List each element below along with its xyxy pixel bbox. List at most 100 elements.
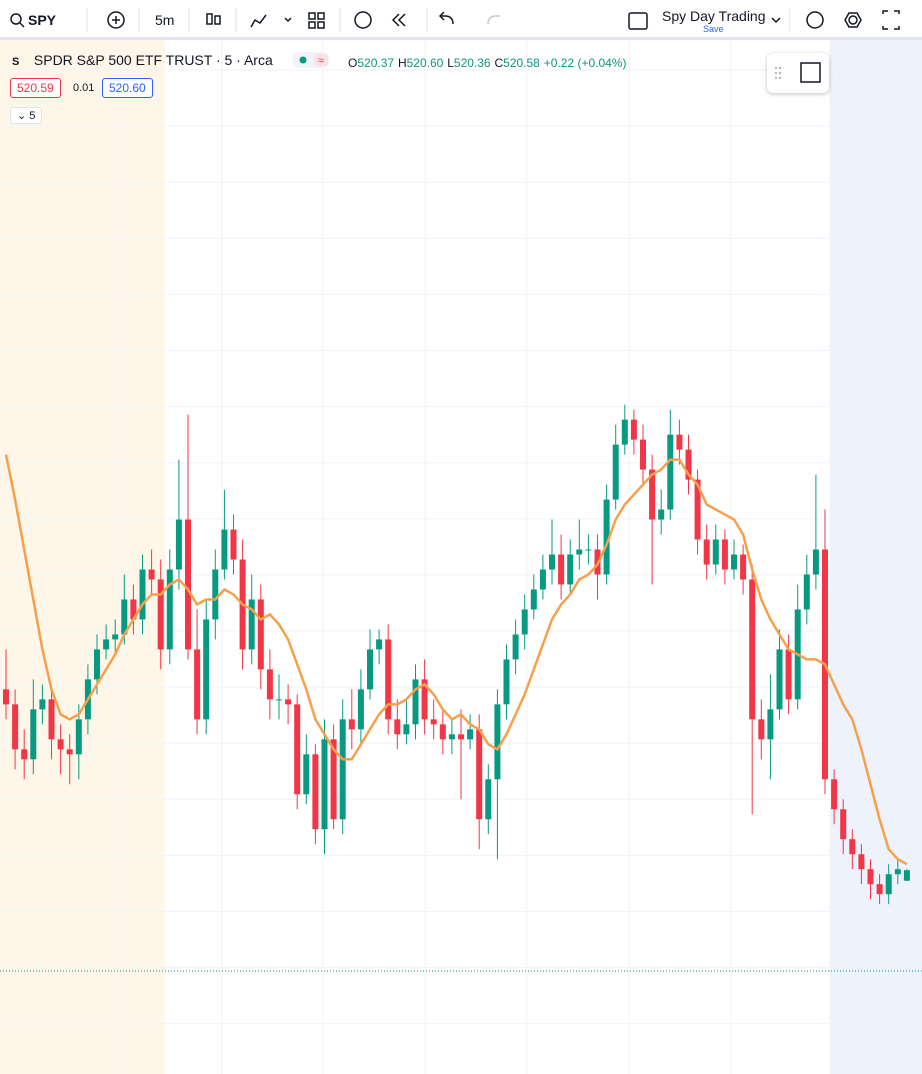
candle-body xyxy=(630,419,637,440)
candle-body xyxy=(867,869,874,885)
candle-body xyxy=(640,439,646,470)
candle-body xyxy=(840,809,847,840)
candle-body xyxy=(494,704,501,780)
high-value: 520.60 xyxy=(406,56,444,70)
candle-body xyxy=(530,589,537,610)
candle-body xyxy=(758,719,765,740)
candle-body xyxy=(57,739,64,750)
indicator-toggle[interactable]: ⌄ 5 xyxy=(10,107,43,124)
candle-body xyxy=(148,569,155,580)
close-label: C xyxy=(494,56,504,70)
candle-body xyxy=(194,649,201,720)
candle-body xyxy=(312,754,319,830)
candle-body xyxy=(458,734,464,740)
candle-body xyxy=(439,724,446,740)
candle-body xyxy=(321,739,328,830)
candle-body xyxy=(712,539,719,565)
candle-body xyxy=(276,699,282,701)
candle-body xyxy=(157,579,164,650)
candle-body xyxy=(612,444,619,500)
layout-name[interactable]: Spy Day Trading xyxy=(662,8,766,24)
candle-body xyxy=(512,634,519,660)
candle-body xyxy=(139,569,146,620)
pre-market-shade xyxy=(0,40,165,1074)
candle-body xyxy=(212,569,219,620)
candle-body xyxy=(785,649,792,700)
ohlc-row: O520.37 H520.60 L520.36 C520.58 +0.22 (+… xyxy=(348,54,626,70)
candle-body xyxy=(549,554,555,570)
candle-body xyxy=(430,719,437,725)
candle-body xyxy=(812,549,819,575)
drawing-widget[interactable] xyxy=(767,53,829,93)
candle-body xyxy=(876,884,883,895)
candle-body xyxy=(339,719,346,820)
candle-body xyxy=(166,569,173,650)
bid-price[interactable]: 520.59 xyxy=(10,78,61,98)
candle-body xyxy=(75,719,82,755)
candle-body xyxy=(103,639,110,650)
candle-body xyxy=(175,519,182,570)
drawing-widget-icon xyxy=(774,62,821,83)
ask-price[interactable]: 520.60 xyxy=(102,78,153,98)
legend-title-row: S SPDR S&P 500 ETF TRUST · 5 · Arca xyxy=(12,52,273,68)
candle-body xyxy=(348,719,355,730)
candle-body xyxy=(858,854,865,870)
candle-body xyxy=(94,649,100,680)
candle-body xyxy=(403,724,410,735)
after-hours-shade xyxy=(830,40,922,1074)
candle-body xyxy=(503,659,510,705)
candle-body xyxy=(894,869,901,875)
candle-body xyxy=(30,709,37,760)
candle-body xyxy=(521,609,528,635)
candle-body xyxy=(385,639,392,720)
spread: 0.01 xyxy=(73,82,95,94)
candle-body xyxy=(621,419,628,445)
candle-body xyxy=(740,554,747,580)
toolbar: SPY 5m Spy Day Trading Save xyxy=(0,0,922,40)
candle-body xyxy=(694,479,701,540)
candle-body xyxy=(476,729,483,820)
candle-body xyxy=(603,499,610,575)
candle-body xyxy=(576,549,583,555)
candle-body xyxy=(203,619,210,720)
candle-body xyxy=(667,434,674,510)
candle-body xyxy=(248,599,255,650)
candle-body xyxy=(903,870,910,881)
candle-body xyxy=(831,779,838,810)
candle-body xyxy=(567,554,574,585)
save-label[interactable]: Save xyxy=(703,24,724,34)
candle-body xyxy=(39,699,46,710)
candle-body xyxy=(3,689,9,705)
candle-body xyxy=(367,649,373,690)
candle-body xyxy=(803,574,810,610)
change-value: +0.22 (+0.04%) xyxy=(543,56,627,70)
candle-body xyxy=(66,749,73,755)
candle-body xyxy=(685,449,692,480)
candle-body xyxy=(658,509,665,520)
candle-body xyxy=(376,639,383,650)
candle-body xyxy=(112,634,119,640)
interval[interactable]: 5m xyxy=(155,12,175,28)
symbol-badge: S xyxy=(12,56,20,68)
candle-body xyxy=(649,469,656,520)
candle-body xyxy=(357,689,364,730)
candle-body xyxy=(330,739,337,820)
symbol[interactable]: SPY xyxy=(28,12,57,28)
candle-body xyxy=(303,754,310,795)
candle-body xyxy=(121,599,128,635)
legend-title: SPDR S&P 500 ETF TRUST · 5 · Arca xyxy=(33,52,273,68)
candle-body xyxy=(130,599,137,620)
chart xyxy=(0,40,922,1074)
candle-body xyxy=(21,749,28,760)
candle-body xyxy=(266,669,273,700)
candle-body xyxy=(585,549,592,551)
candle-body xyxy=(412,679,419,725)
candle-body xyxy=(230,529,237,560)
candle-body xyxy=(731,554,737,570)
low-value: 520.36 xyxy=(453,56,491,70)
open-label: O xyxy=(348,56,358,70)
candle-body xyxy=(676,434,683,450)
candle-body xyxy=(485,779,492,820)
close-value: 520.58 xyxy=(503,56,540,70)
candle-body xyxy=(539,569,546,590)
